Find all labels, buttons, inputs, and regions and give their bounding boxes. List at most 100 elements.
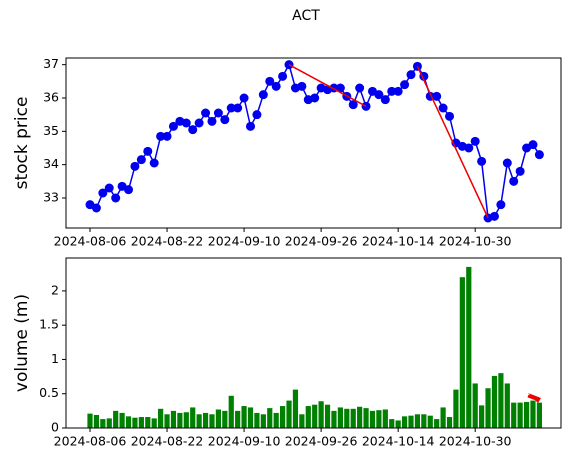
price-point xyxy=(348,100,358,110)
price-point xyxy=(104,183,114,193)
volume-bar xyxy=(100,419,106,428)
x-tick-label: 2024-10-30 xyxy=(439,234,512,249)
volume-bar xyxy=(517,402,523,428)
volume-bar xyxy=(523,401,530,428)
volume-bar xyxy=(196,414,202,428)
volume-bar xyxy=(286,400,292,428)
price-point xyxy=(470,136,480,146)
price-point xyxy=(438,103,448,113)
price-point xyxy=(445,111,455,121)
price-point xyxy=(406,70,416,80)
price-point xyxy=(477,156,487,166)
volume-bar xyxy=(254,412,260,428)
x-tick-label: 2024-08-22 xyxy=(131,234,204,249)
volume-bar xyxy=(324,404,331,428)
volume-bar xyxy=(190,407,196,428)
price-point xyxy=(194,118,204,128)
y-tick-label: 34 xyxy=(43,156,59,171)
price-point xyxy=(168,121,178,131)
price-point xyxy=(380,95,390,105)
axes-frame xyxy=(65,257,562,429)
volume-bar xyxy=(209,414,215,428)
volume-bar xyxy=(132,417,138,428)
price-point xyxy=(130,161,140,171)
volume-bar xyxy=(389,419,395,428)
volume-bar xyxy=(536,402,542,428)
volume-bar xyxy=(440,407,446,428)
volume-bar xyxy=(305,406,311,428)
volume-bar xyxy=(318,401,324,428)
volume-bar xyxy=(350,408,356,428)
volume-bar xyxy=(273,412,279,428)
x-tick-label: 2024-09-10 xyxy=(208,234,281,249)
volume-bar xyxy=(511,402,517,428)
trend-line xyxy=(416,66,489,219)
volume-bar xyxy=(113,410,119,428)
volume-bar xyxy=(376,410,382,428)
x-tick-label: 2024-09-10 xyxy=(208,434,281,449)
volume-bar xyxy=(479,405,485,428)
y-tick-label: 36 xyxy=(43,90,59,105)
price-point xyxy=(278,71,288,81)
price-point xyxy=(149,158,159,168)
x-tick-label: 2024-09-26 xyxy=(285,434,358,449)
volume-bar xyxy=(498,373,504,428)
volume-bar xyxy=(106,418,112,428)
volume-bar xyxy=(369,410,376,428)
price-point xyxy=(246,121,255,131)
volume-bar xyxy=(119,412,125,428)
volume-bar xyxy=(202,412,209,428)
price-point xyxy=(201,108,211,118)
volume-bar xyxy=(87,413,93,428)
volume-bar xyxy=(363,408,369,428)
price-point xyxy=(220,115,230,125)
price-point xyxy=(239,93,249,103)
volume-bar xyxy=(530,400,536,428)
price-point xyxy=(136,155,146,165)
y-tick-label: 0 xyxy=(51,420,59,435)
y-tick-label: 0.5 xyxy=(39,385,59,400)
annotation-arrow xyxy=(527,394,540,402)
price-point xyxy=(374,90,384,100)
price-point xyxy=(226,103,236,113)
price-point xyxy=(509,176,519,186)
volume-bar xyxy=(93,414,100,428)
price-point xyxy=(156,131,166,141)
price-point xyxy=(297,81,307,91)
price-point xyxy=(502,158,512,168)
volume-bar xyxy=(138,417,144,428)
price-point xyxy=(335,83,345,93)
price-point xyxy=(143,146,153,156)
x-tick-label: 2024-08-06 xyxy=(54,434,127,449)
price-point xyxy=(271,81,281,91)
volume-bar xyxy=(446,417,453,428)
price-point xyxy=(393,86,403,96)
volume-bar xyxy=(177,412,183,428)
volume-bar xyxy=(267,408,273,428)
price-point xyxy=(252,110,262,120)
price-point xyxy=(400,80,410,90)
volume-bar xyxy=(382,409,388,428)
volume-bar xyxy=(312,404,318,428)
volume-bar xyxy=(331,410,337,428)
volume-bar xyxy=(183,412,189,428)
x-tick-label: 2024-08-06 xyxy=(54,234,127,249)
volume-bar xyxy=(427,415,433,428)
volume-bar xyxy=(215,409,221,428)
price-point xyxy=(534,150,544,160)
x-tick-label: 2024-10-14 xyxy=(362,234,435,249)
volume-bar xyxy=(395,420,401,428)
volume-bar xyxy=(222,410,228,428)
volume-bar xyxy=(408,415,414,428)
volume-bar xyxy=(125,416,132,428)
volume-bar xyxy=(344,408,350,428)
volume-bar xyxy=(472,383,478,428)
price-point xyxy=(528,140,538,150)
price-point xyxy=(91,203,101,213)
price-point xyxy=(265,76,275,86)
price-point xyxy=(496,200,506,210)
price-point xyxy=(188,125,198,135)
price-point xyxy=(432,91,442,101)
price-point xyxy=(213,108,223,118)
price-point xyxy=(387,86,397,96)
